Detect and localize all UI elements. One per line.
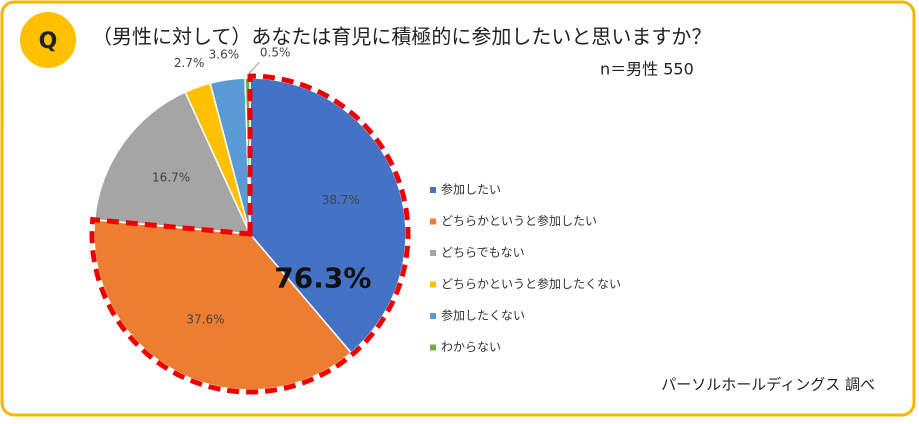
data-label: 38.7%	[322, 193, 360, 207]
legend-label: どちらかというと参加したくない	[441, 276, 621, 291]
data-label: 37.6%	[186, 312, 224, 326]
legend-swatch	[430, 218, 436, 225]
data-label: 3.6%	[209, 47, 240, 61]
legend-label: わからない	[441, 340, 501, 354]
legend-swatch	[430, 187, 436, 193]
data-label: 2.7%	[174, 56, 205, 70]
highlight-outline	[89, 73, 411, 395]
legend-label: どちらかというと参加したい	[441, 213, 597, 228]
source: パーソルホールディングス 調べ	[661, 376, 875, 394]
subtitle: n＝男性 550	[600, 60, 694, 79]
legend-swatch	[430, 313, 436, 319]
legend-label: 参加したい	[441, 182, 501, 197]
data-label: 16.7%	[152, 171, 190, 185]
badge-circle	[20, 12, 76, 68]
legend-swatch	[430, 250, 436, 256]
chart-title: （男性に対して）あなたは育児に積極的に参加したいと思いますか？	[92, 25, 711, 49]
pie-slice	[93, 91, 252, 235]
legend-swatch	[430, 281, 436, 288]
annotation: 76.3%	[274, 261, 371, 294]
legend-swatch	[430, 344, 436, 351]
legend-label: 参加したくない	[441, 308, 525, 323]
badge: Q	[39, 29, 58, 54]
legend-label: どちらでもない	[441, 246, 525, 260]
data-label: 0.5%	[260, 46, 291, 60]
leader-line	[247, 62, 260, 76]
